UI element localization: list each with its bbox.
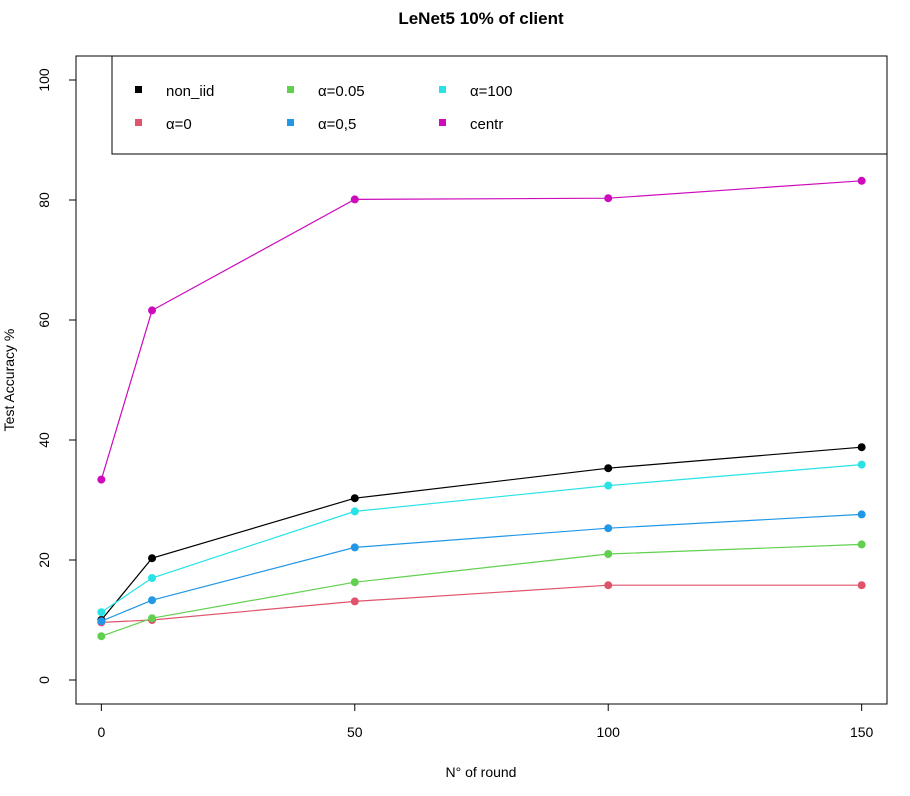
legend-label: α=100 [470, 83, 512, 100]
legend-swatch [287, 86, 294, 93]
data-point [604, 524, 613, 533]
x-axis-label: N° of round [446, 764, 517, 780]
data-point [148, 614, 157, 623]
data-point [148, 554, 157, 563]
data-point [604, 194, 613, 203]
legend-swatch [135, 119, 142, 126]
data-point [857, 176, 866, 185]
y-tick-label: 100 [36, 68, 52, 92]
legend-item: α=0,5 [287, 116, 356, 133]
data-point [857, 443, 866, 452]
data-point [604, 581, 613, 590]
data-point [350, 195, 359, 204]
legend-box [111, 55, 888, 155]
legend-item: α=100 [439, 83, 512, 100]
legend-item: centr [439, 116, 503, 133]
x-tick-label: 50 [347, 724, 363, 740]
x-tick-label: 150 [850, 724, 874, 740]
data-point [857, 540, 866, 549]
data-point [857, 460, 866, 469]
data-point [350, 494, 359, 503]
y-tick-label: 80 [36, 192, 52, 208]
legend-swatch [439, 86, 446, 93]
legend-label: centr [470, 116, 503, 133]
legend-item: non_iid [135, 83, 214, 100]
legend-swatch [135, 86, 142, 93]
x-tick-label: 100 [597, 724, 621, 740]
legend-item: α=0 [135, 116, 192, 133]
data-point [148, 596, 157, 605]
legend-label: α=0,5 [318, 116, 356, 133]
data-point [97, 475, 106, 484]
data-point [97, 617, 106, 626]
series-2 [97, 540, 866, 641]
legend-label: α=0 [166, 116, 192, 133]
data-point [350, 597, 359, 606]
data-point [350, 507, 359, 516]
series-layer [97, 176, 866, 641]
data-point [97, 632, 106, 641]
data-point [350, 578, 359, 587]
legend-swatch [287, 119, 294, 126]
y-tick-label: 0 [36, 676, 52, 684]
legend-items: non_iid α=0 α=0.05 α=0,5 α=100 centr [135, 83, 512, 133]
legend: non_iid α=0 α=0.05 α=0,5 α=100 centr [111, 55, 888, 155]
data-point [604, 550, 613, 558]
series-4 [97, 460, 866, 617]
legend-swatch [439, 119, 446, 126]
legend-item: α=0.05 [287, 83, 365, 100]
y-tick-label: 60 [36, 312, 52, 328]
data-point [857, 581, 866, 590]
data-point [148, 306, 157, 315]
legend-label: α=0.05 [318, 83, 365, 100]
data-point [148, 574, 157, 582]
y-tick-label: 20 [36, 552, 52, 568]
data-point [857, 510, 866, 519]
data-point [350, 543, 359, 552]
x-tick-label: 0 [97, 724, 105, 740]
y-tick-label: 40 [36, 432, 52, 448]
series-5 [97, 176, 866, 484]
chart-title: LeNet5 10% of client [398, 9, 564, 28]
y-axis-label: Test Accuracy % [1, 329, 17, 432]
data-point [604, 481, 613, 490]
y-axis: 0 20 40 60 80 100 [36, 68, 76, 684]
data-point [97, 608, 106, 617]
data-point [604, 464, 613, 473]
x-axis: 0 50 100 150 [97, 704, 874, 740]
series-3 [97, 510, 866, 626]
legend-label: non_iid [166, 83, 214, 100]
